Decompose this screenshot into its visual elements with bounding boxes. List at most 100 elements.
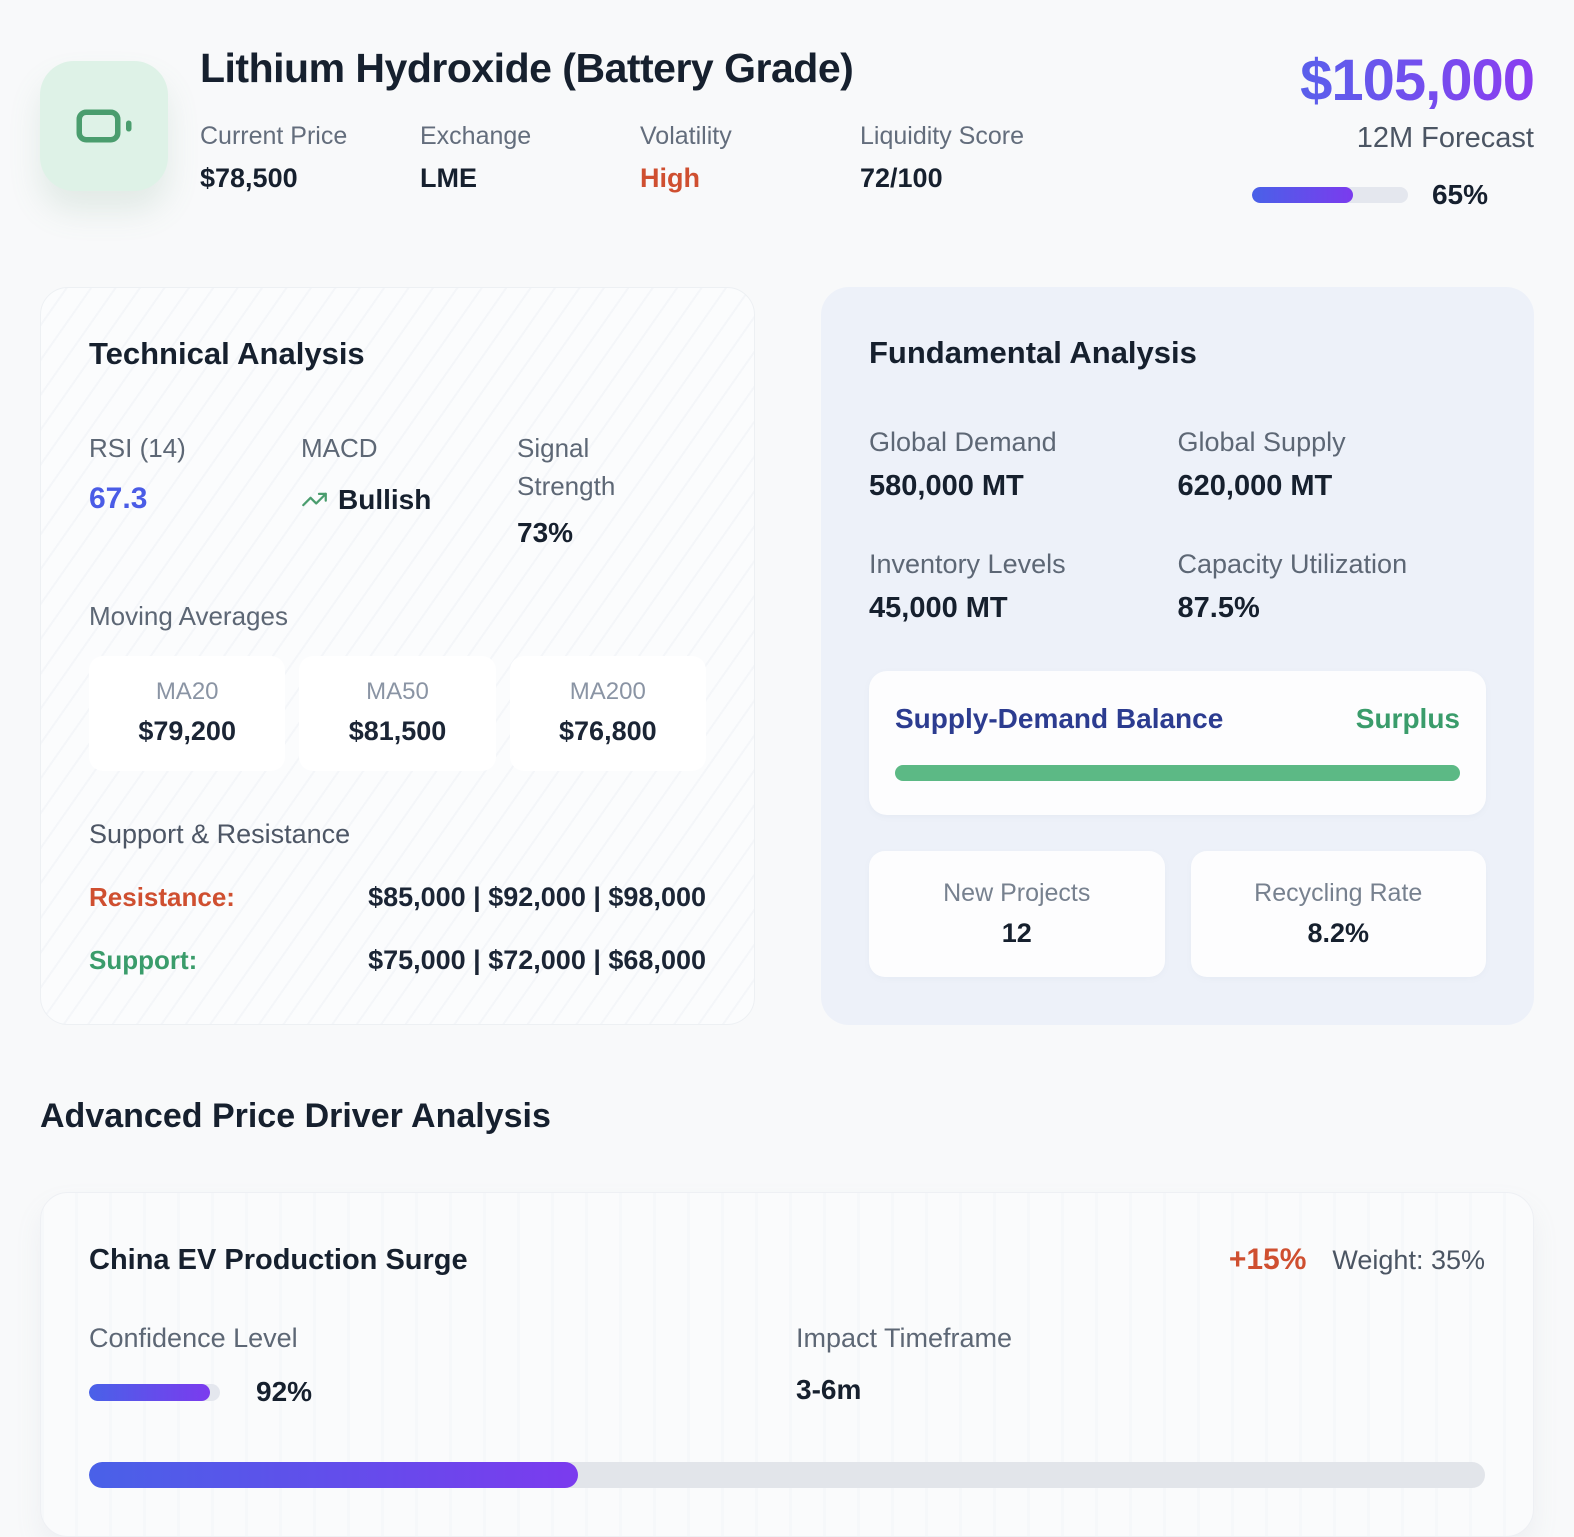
new-projects-label: New Projects — [943, 879, 1091, 907]
stat-value: 72/100 — [860, 163, 943, 193]
stat-label: Exchange — [420, 122, 532, 150]
forecast-block: $105,000 12M Forecast 65% — [1251, 45, 1535, 211]
ma50-value: $81,500 — [348, 716, 447, 747]
ma200-label: MA200 — [569, 678, 646, 706]
page-title: Lithium Hydroxide (Battery Grade) — [200, 45, 854, 91]
ma200-card: MA200 $76,800 — [509, 656, 706, 772]
metric-label: Capacity Utilization — [1177, 549, 1408, 579]
balance-bar-track — [895, 765, 1460, 781]
rsi-label: RSI (14) — [89, 433, 186, 463]
stat-current-price: Current Price $78,500 — [200, 122, 420, 194]
moving-averages-grid: MA20 $79,200 MA50 $81,500 MA200 $76,800 — [89, 656, 706, 772]
technical-analysis-card: Technical Analysis RSI (14) 67.3 MACD Bu… — [40, 287, 755, 1026]
driver-weight-bar-track — [89, 1462, 1485, 1489]
stat-label: Volatility — [640, 122, 732, 150]
driver-weight-bar-fill — [89, 1462, 578, 1489]
signal-strength-value: 73% — [517, 517, 574, 549]
supply-demand-balance-head: Supply-Demand Balance Surplus — [895, 703, 1460, 735]
fundamental-analysis-card: Fundamental Analysis Global Demand 580,0… — [821, 287, 1534, 1026]
moving-averages-label: Moving Averages — [89, 601, 288, 632]
commodity-icon-box — [40, 61, 168, 191]
driver-name: China EV Production Surge — [89, 1244, 468, 1277]
confidence-bar-fill — [89, 1383, 210, 1401]
metric-value: 580,000 MT — [869, 470, 1024, 502]
stat-value: $78,500 — [200, 163, 298, 193]
driver-details-row: Confidence Level 92% Impact Timeframe 3-… — [89, 1323, 1485, 1408]
metric-label: Inventory Levels — [869, 549, 1066, 579]
metric-value: 45,000 MT — [869, 592, 1008, 624]
recycling-rate-card: Recycling Rate 8.2% — [1190, 851, 1486, 977]
driver-weight-label: Weight: 35% — [1332, 1245, 1485, 1276]
recycling-rate-value: 8.2% — [1307, 918, 1370, 948]
macd-label: MACD — [301, 433, 378, 463]
confidence-bar-track — [89, 1383, 220, 1401]
stat-volatility: Volatility High — [640, 122, 860, 194]
forecast-price: $105,000 — [1252, 47, 1535, 114]
balance-bar-fill — [895, 765, 1460, 781]
stat-liquidity-score: Liquidity Score 72/100 — [860, 122, 1024, 194]
metric-global-demand: Global Demand 580,000 MT — [869, 427, 1178, 503]
ma50-card: MA50 $81,500 — [299, 656, 496, 772]
metric-label: Global Demand — [869, 427, 1057, 457]
indicator-macd: MACD Bullish — [301, 430, 517, 549]
metric-label: Global Supply — [1177, 427, 1346, 457]
technical-analysis-title: Technical Analysis — [89, 336, 365, 371]
driver-card-head: China EV Production Surge +15% Weight: 3… — [89, 1243, 1485, 1277]
supply-demand-balance-status: Surplus — [1355, 703, 1460, 734]
metric-capacity-utilization: Capacity Utilization 87.5% — [1178, 549, 1487, 625]
supply-demand-balance-label: Supply-Demand Balance — [895, 703, 1224, 734]
ma20-label: MA20 — [155, 678, 219, 706]
stat-label: Liquidity Score — [860, 122, 1024, 150]
metric-value: 87.5% — [1177, 592, 1260, 624]
resistance-values: $85,000 | $92,000 | $98,000 — [368, 882, 706, 913]
header-stats: Current Price $78,500 Exchange LME Volat… — [200, 122, 1024, 194]
indicator-rsi: RSI (14) 67.3 — [89, 430, 301, 549]
timeframe-label: Impact Timeframe — [796, 1323, 1013, 1354]
support-row: Support: $75,000 | $72,000 | $68,000 — [89, 945, 706, 976]
header: Lithium Hydroxide (Battery Grade) Curren… — [40, 45, 1535, 211]
ma50-label: MA50 — [366, 678, 429, 706]
header-main: Lithium Hydroxide (Battery Grade) Curren… — [200, 45, 1024, 194]
rsi-value: 67.3 — [89, 481, 148, 515]
ma20-value: $79,200 — [138, 716, 236, 747]
timeframe-block: Impact Timeframe 3-6m — [796, 1323, 1012, 1408]
metric-inventory-levels: Inventory Levels 45,000 MT — [869, 549, 1178, 625]
driver-impact-value: +15% — [1228, 1243, 1307, 1277]
battery-icon — [76, 109, 132, 143]
recycling-rate-label: Recycling Rate — [1254, 879, 1423, 907]
supply-demand-balance-card: Supply-Demand Balance Surplus — [869, 671, 1486, 815]
new-projects-value: 12 — [1001, 918, 1032, 948]
stat-exchange: Exchange LME — [420, 122, 640, 194]
support-label: Support: — [89, 945, 198, 976]
confidence-block: Confidence Level 92% — [89, 1323, 796, 1408]
resistance-label: Resistance: — [89, 882, 235, 913]
forecast-label: 12M Forecast — [1356, 122, 1534, 154]
signal-strength-label: Signal Strength — [517, 433, 616, 501]
stat-value: LME — [420, 163, 477, 193]
metric-global-supply: Global Supply 620,000 MT — [1178, 427, 1487, 503]
fundamental-analysis-title: Fundamental Analysis — [869, 335, 1197, 370]
ma20-card: MA20 $79,200 — [89, 656, 286, 772]
analysis-cards-row: Technical Analysis RSI (14) 67.3 MACD Bu… — [40, 287, 1534, 1026]
fundamental-metrics-grid: Global Demand 580,000 MT Global Supply 6… — [869, 427, 1486, 625]
new-projects-card: New Projects 12 — [869, 851, 1165, 977]
metric-value: 620,000 MT — [1177, 470, 1333, 502]
forecast-progress-label: 65% — [1431, 179, 1488, 210]
forecast-progress-row: 65% — [1251, 179, 1534, 211]
forecast-progress-fill — [1251, 187, 1354, 203]
price-driver-card: China EV Production Surge +15% Weight: 3… — [40, 1192, 1534, 1537]
resistance-row: Resistance: $85,000 | $92,000 | $98,000 — [89, 882, 706, 913]
stat-value-volatility: High — [640, 163, 700, 193]
indicator-grid: RSI (14) 67.3 MACD Bullish Signal Streng… — [89, 430, 706, 549]
confidence-bar-row: 92% — [89, 1376, 796, 1408]
confidence-label: Confidence Level — [89, 1323, 298, 1354]
indicator-signal-strength: Signal Strength 73% — [517, 430, 657, 549]
macd-value: Bullish — [338, 483, 432, 515]
timeframe-value: 3-6m — [796, 1374, 862, 1406]
ma200-value: $76,800 — [559, 716, 657, 747]
confidence-value: 92% — [256, 1376, 313, 1408]
macd-value-row: Bullish — [301, 484, 517, 516]
support-values: $75,000 | $72,000 | $68,000 — [368, 945, 706, 976]
trending-up-icon — [302, 492, 327, 507]
